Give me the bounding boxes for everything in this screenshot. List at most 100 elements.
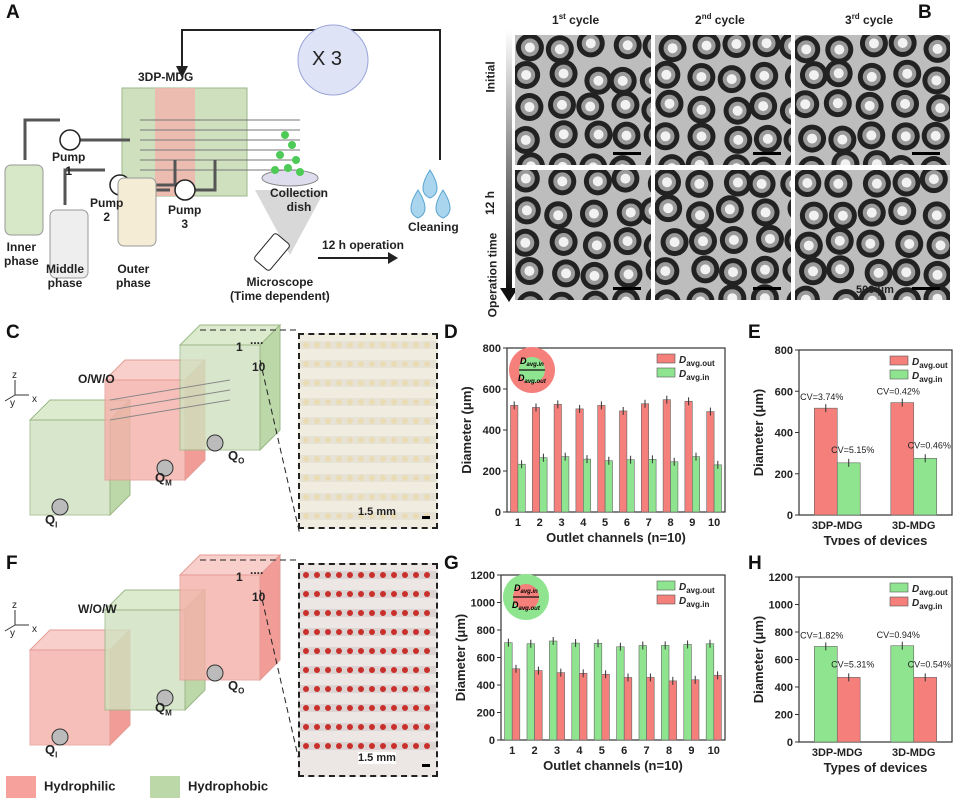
panel-label-d: D	[444, 322, 458, 343]
panel-label-h: H	[748, 553, 762, 574]
bar	[619, 410, 628, 513]
x-tick-label: 3DP-MDG	[812, 747, 863, 759]
legend-swatch	[889, 582, 909, 593]
bar	[623, 677, 633, 741]
x-tick-label: 6	[624, 517, 630, 529]
panel-label-c: C	[6, 322, 20, 343]
bar	[601, 673, 610, 741]
bar	[511, 668, 521, 741]
outer-phase-label: Outer phase	[116, 262, 151, 290]
bar	[692, 456, 701, 513]
y-tick-label: 200	[483, 466, 501, 478]
bar	[571, 642, 580, 741]
y-tick-label: 600	[483, 384, 501, 396]
bar	[684, 401, 693, 513]
bar	[579, 673, 588, 741]
bar	[913, 677, 938, 743]
middle-phase-bottle	[49, 209, 89, 279]
repeat-label: X 3	[312, 48, 343, 70]
bar	[913, 457, 938, 516]
droplet-micrograph	[795, 170, 950, 300]
x-tick-label: 5	[602, 517, 608, 529]
x-tick-label: 2	[537, 517, 543, 529]
legend-swatch	[889, 355, 909, 366]
bar	[706, 411, 715, 513]
bar	[510, 405, 519, 513]
bar	[504, 642, 513, 741]
droplet-micrograph	[515, 35, 651, 165]
pump-1-icon	[59, 129, 81, 151]
outer-phase-bottle	[117, 177, 157, 247]
inlet-qm-icon	[156, 689, 174, 707]
panel-label-e: E	[748, 322, 761, 343]
bar	[668, 680, 677, 741]
bar	[597, 405, 606, 513]
bar	[616, 646, 625, 741]
legend-label: Davg.in	[912, 371, 942, 384]
legend-swatch	[656, 367, 676, 378]
y-tick-label: 0	[489, 735, 495, 747]
bar	[713, 464, 722, 513]
channel-dots: ....	[250, 563, 264, 577]
bar	[626, 459, 635, 513]
y-tick-label: 400	[775, 682, 793, 694]
pump-3-label: Pump 3	[168, 203, 202, 231]
legend-label: Davg.in	[912, 598, 942, 611]
bar	[836, 677, 861, 743]
y-tick-label: 1000	[769, 600, 793, 612]
column-header-2: 2nd cycle	[695, 12, 745, 27]
x-tick-label: 7	[644, 745, 650, 757]
y-axis-label: Diameter (μm)	[459, 386, 474, 473]
x-axis-label: Outlet channels (n=10)	[546, 530, 686, 545]
inlet-qo-icon	[206, 664, 224, 682]
panel-label-f: F	[6, 553, 18, 574]
x-tick-label: 1	[509, 745, 515, 757]
flow-qm: QM	[155, 470, 172, 488]
y-tick-label: 200	[477, 708, 495, 720]
bar	[890, 402, 915, 516]
cv-annotation: CV=0.94%	[877, 630, 920, 640]
bar	[553, 404, 562, 513]
bar	[531, 407, 541, 513]
cv-annotation: CV=1.82%	[800, 630, 843, 640]
x-tick-label: 4	[580, 517, 587, 529]
chart-h: 0 200 400 600 800 1000 1200 3DP-MDG CV=1.82% CV=5…	[751, 572, 953, 775]
x-tick-label: 1	[515, 517, 521, 529]
x-axis-label: Outlet channels (n=10)	[543, 758, 683, 773]
y-axis-label: Diameter (μm)	[751, 389, 766, 476]
bar	[683, 644, 692, 741]
panel-label-b: B	[918, 2, 932, 23]
workflow-diagram	[4, 24, 451, 279]
microscope-label: Microscope (Time dependent)	[230, 275, 330, 303]
flow-qo: QO	[228, 448, 245, 466]
cv-annotation: CV=0.54%	[908, 659, 951, 669]
x-tick-label: 3D-MDG	[892, 520, 935, 532]
bar	[646, 677, 655, 741]
inner-phase-bottle	[4, 164, 44, 236]
y-tick-label: 800	[483, 343, 501, 355]
x-axis-label: Types of devices	[824, 533, 928, 545]
emulsion-type-wow: W/O/W	[78, 602, 117, 616]
y-tick-label: 800	[775, 345, 793, 357]
time-arrowhead-icon	[500, 288, 518, 302]
bar	[670, 461, 679, 513]
y-tick-label: 0	[495, 507, 501, 519]
droplets-icon	[271, 131, 304, 176]
axes-icon	[4, 610, 29, 632]
inlet-qo-icon	[206, 434, 224, 452]
x-tick-label: 10	[708, 517, 720, 529]
x-tick-label: 8	[666, 745, 672, 757]
x-tick-label: 7	[646, 517, 652, 529]
hydrophilic-swatch	[6, 776, 36, 798]
droplet-micrograph	[795, 35, 950, 165]
feedback-arrowhead-icon	[176, 66, 188, 78]
bar	[561, 456, 570, 513]
pump-2-label: Pump 2	[90, 196, 124, 224]
axis-label-x: x	[32, 624, 37, 635]
y-tick-label: 0	[787, 737, 793, 749]
collection-dish-label: Collection dish	[270, 186, 329, 214]
x-tick-label: 4	[576, 745, 583, 757]
chart-g: 0 200 400 600 800 1000 1200 1 2 3 4 5 6 7 8 9 10 Outlet c…	[453, 570, 726, 773]
bar	[661, 645, 670, 741]
collection-dish-icon	[261, 169, 319, 187]
